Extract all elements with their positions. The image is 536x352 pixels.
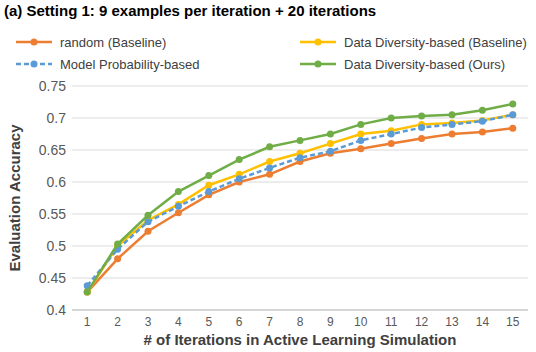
point <box>266 164 273 171</box>
x-tick-label: 11 <box>385 315 398 329</box>
legend-label: Data Diversity-based (Baseline) <box>344 35 527 50</box>
point <box>509 125 516 132</box>
point <box>175 188 182 195</box>
point <box>236 156 243 163</box>
point <box>479 117 486 124</box>
x-axis-line <box>72 310 528 311</box>
point <box>479 118 486 125</box>
point <box>418 124 425 131</box>
y-tick-label: 0.45 <box>39 270 66 286</box>
point <box>327 148 334 155</box>
plot-area <box>84 100 517 295</box>
point <box>327 131 334 138</box>
point <box>205 182 212 189</box>
legend-label: Model Probability-based <box>60 57 199 72</box>
point <box>236 175 243 182</box>
series-line <box>87 128 513 292</box>
grid-line <box>72 86 528 87</box>
x-tick-label: 1 <box>84 315 91 329</box>
x-tick-label: 15 <box>506 315 520 329</box>
point <box>479 129 486 136</box>
point <box>114 241 121 248</box>
point <box>145 228 152 235</box>
x-tick-label: 5 <box>205 315 212 329</box>
point <box>449 121 456 128</box>
chart: (a) Setting 1: 9 examples per iteration … <box>0 0 536 352</box>
legend-marker <box>31 61 38 68</box>
point <box>388 140 395 147</box>
point <box>84 289 91 296</box>
point <box>357 131 364 138</box>
grid-line <box>72 118 528 119</box>
point <box>114 255 121 262</box>
x-tick-label: 13 <box>445 315 459 329</box>
x-tick-label: 7 <box>266 315 273 329</box>
point <box>388 115 395 122</box>
x-tick-label: 8 <box>297 315 304 329</box>
x-tick-label: 2 <box>114 315 121 329</box>
series-line <box>87 104 513 292</box>
y-tick-label: 0.6 <box>47 174 67 190</box>
title: (a) Setting 1: 9 examples per iteration … <box>4 2 376 19</box>
point <box>266 171 273 178</box>
point <box>266 143 273 150</box>
legend-marker <box>315 61 322 68</box>
point <box>357 145 364 152</box>
legend-label: random (Baseline) <box>60 35 166 50</box>
point <box>418 135 425 142</box>
x-tick-label: 12 <box>415 315 429 329</box>
point <box>205 188 212 195</box>
grid-line <box>72 310 528 311</box>
point <box>327 140 334 147</box>
y-tick-label: 0.4 <box>47 302 67 318</box>
y-tick-label: 0.7 <box>47 110 67 126</box>
x-tick-label: 3 <box>145 315 152 329</box>
series-line <box>87 115 513 286</box>
y-tick-label: 0.75 <box>39 78 66 94</box>
point <box>388 131 395 138</box>
point <box>449 131 456 138</box>
grid-line <box>72 278 528 279</box>
point <box>175 209 182 216</box>
y-tick-label: 0.55 <box>39 206 66 222</box>
point <box>84 289 91 296</box>
point <box>418 113 425 120</box>
x-tick-label: 9 <box>327 315 334 329</box>
y-axis-title: Evaluation Accuracy <box>6 124 23 272</box>
grid-line <box>72 246 528 247</box>
x-axis-title: # of Iterations in Active Learning Simul… <box>144 331 457 348</box>
y-tick-label: 0.5 <box>47 238 67 254</box>
legend-marker <box>31 39 38 46</box>
point <box>479 107 486 114</box>
point <box>297 154 304 161</box>
point <box>509 111 516 118</box>
point <box>509 100 516 107</box>
x-tick-label: 14 <box>476 315 490 329</box>
point <box>357 121 364 128</box>
point <box>145 212 152 219</box>
y-tick-label: 0.65 <box>39 142 66 158</box>
x-tick-label: 6 <box>236 315 243 329</box>
grid-line <box>72 182 528 183</box>
point <box>509 111 516 118</box>
point <box>297 137 304 144</box>
point <box>175 203 182 210</box>
point <box>449 111 456 118</box>
point <box>357 137 364 144</box>
legend-label: Data Diversity-based (Ours) <box>344 57 505 72</box>
series-line <box>87 115 513 292</box>
grid-line <box>72 214 528 215</box>
legend-marker <box>315 39 322 46</box>
x-tick-label: 4 <box>175 315 182 329</box>
x-tick-label: 10 <box>354 315 368 329</box>
point <box>205 172 212 179</box>
point <box>84 289 91 296</box>
point <box>266 158 273 165</box>
